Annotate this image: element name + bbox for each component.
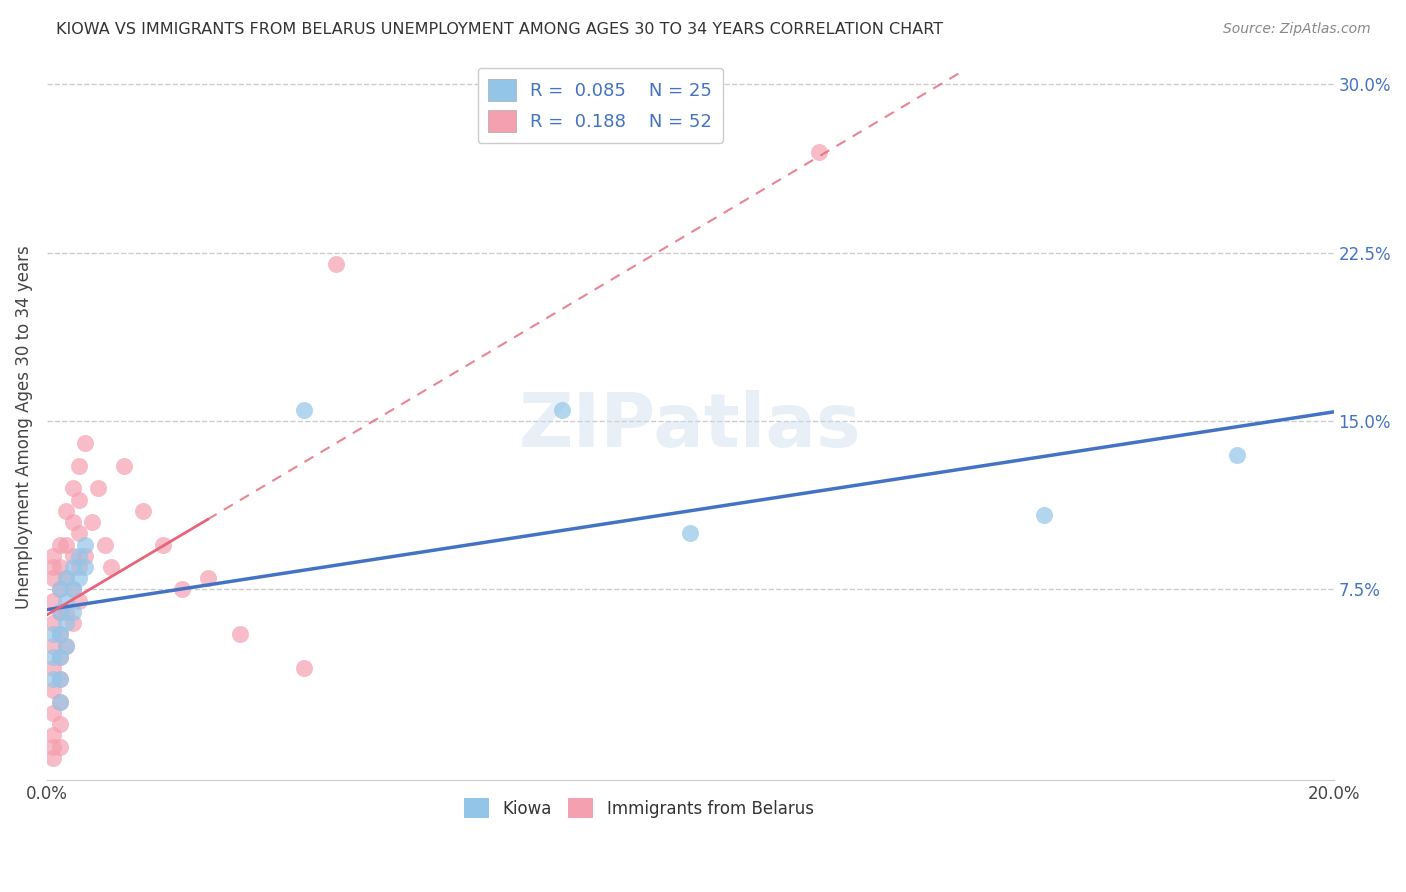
Point [62,549,84,563]
Point [62,482,84,496]
Point [67,458,90,473]
Point [49,649,72,664]
Point [75,560,97,574]
Point [62,616,84,631]
Point [55,616,77,631]
Y-axis label: Unemployment Among Ages 30 to 34 years: Unemployment Among Ages 30 to 34 years [15,244,32,608]
Point [55,593,77,607]
Point [75,436,97,450]
Point [67,526,90,541]
Point [152,537,174,551]
Point [55,571,77,585]
Point [112,458,135,473]
Point [170,582,193,597]
Point [42,571,65,585]
Legend: Kiowa, Immigrants from Belarus: Kiowa, Immigrants from Belarus [457,791,820,825]
Point [55,639,77,653]
Text: Source: ZipAtlas.com: Source: ZipAtlas.com [1223,22,1371,37]
Point [42,649,65,664]
Point [55,605,77,619]
Point [325,257,347,271]
Point [94,537,117,551]
Point [55,537,77,551]
Point [62,605,84,619]
Point [42,706,65,720]
Point [49,672,72,686]
Point [75,537,97,551]
Point [80,515,103,529]
Point [1226,448,1249,462]
Point [62,582,84,597]
Point [42,661,65,675]
Point [49,649,72,664]
Point [550,402,572,417]
Point [75,549,97,563]
Point [49,605,72,619]
Point [49,560,72,574]
Point [42,549,65,563]
Point [49,605,72,619]
Point [49,582,72,597]
Point [67,571,90,585]
Point [49,739,72,754]
Point [229,627,252,641]
Point [42,639,65,653]
Point [87,482,110,496]
Point [42,739,65,754]
Point [42,683,65,698]
Text: ZIPatlas: ZIPatlas [519,390,862,463]
Point [67,492,90,507]
Point [42,627,65,641]
Point [42,560,65,574]
Point [100,560,122,574]
Point [67,549,90,563]
Point [49,695,72,709]
Point [55,639,77,653]
Point [42,616,65,631]
Text: KIOWA VS IMMIGRANTS FROM BELARUS UNEMPLOYMENT AMONG AGES 30 TO 34 YEARS CORRELAT: KIOWA VS IMMIGRANTS FROM BELARUS UNEMPLO… [56,22,943,37]
Point [197,571,219,585]
Point [67,593,90,607]
Point [292,402,315,417]
Point [49,537,72,551]
Point [292,661,315,675]
Point [132,504,155,518]
Point [67,560,90,574]
Point [807,145,830,159]
Point [1033,508,1056,523]
Point [49,627,72,641]
Point [42,751,65,765]
Point [49,672,72,686]
Point [49,695,72,709]
Point [62,582,84,597]
Point [42,728,65,742]
Point [55,571,77,585]
Point [49,627,72,641]
Point [49,717,72,731]
Point [62,560,84,574]
Point [55,504,77,518]
Point [42,672,65,686]
Point [49,582,72,597]
Point [42,593,65,607]
Point [62,515,84,529]
Point [679,526,702,541]
